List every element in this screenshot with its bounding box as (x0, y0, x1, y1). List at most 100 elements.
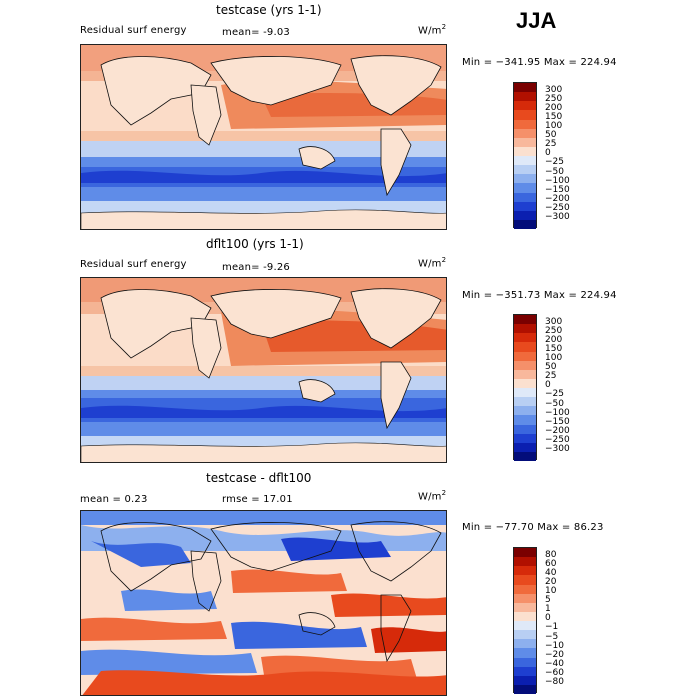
cbar-swatch (514, 210, 536, 220)
cbar-label: −25 (545, 389, 564, 399)
cbar-swatch (514, 451, 536, 461)
cbar-swatch (514, 557, 536, 567)
cbar-label: −100 (545, 408, 570, 418)
panel-2-units: W/m2 (418, 256, 447, 270)
cbar-label: −50 (545, 399, 564, 409)
cbar-label: 5 (545, 595, 551, 605)
panel-1-colorbar (513, 82, 537, 229)
panel-3-map-svg (81, 511, 446, 695)
panel-3-mean: mean = 0.23 (80, 494, 148, 505)
cbar-swatch (514, 324, 536, 334)
cbar-swatch (514, 219, 536, 229)
cbar-swatch (514, 378, 536, 388)
cbar-label: −10 (545, 641, 564, 651)
cbar-swatch (514, 397, 536, 407)
panel-1-minmax: Min = −341.95 Max = 224.94 (462, 57, 617, 68)
cbar-label: −80 (545, 677, 564, 687)
cbar-swatch (514, 119, 536, 129)
cbar-label: 150 (545, 344, 563, 354)
panel-3-title: testcase - dflt100 (206, 471, 312, 485)
cbar-label: 200 (545, 103, 563, 113)
cbar-swatch (514, 183, 536, 193)
cbar-label: 20 (545, 577, 557, 587)
cbar-swatch (514, 566, 536, 576)
cbar-swatch (514, 388, 536, 398)
cbar-swatch (514, 666, 536, 676)
cbar-label: 10 (545, 586, 557, 596)
cbar-label: −60 (545, 668, 564, 678)
cbar-label: −100 (545, 176, 570, 186)
cbar-swatch (514, 315, 536, 325)
panel-2-colorbar (513, 314, 537, 461)
cbar-label: −300 (545, 444, 570, 454)
cbar-swatch (514, 657, 536, 667)
cbar-swatch (514, 360, 536, 370)
cbar-label: 300 (545, 85, 563, 95)
cbar-swatch (514, 424, 536, 434)
cbar-swatch (514, 342, 536, 352)
cbar-swatch (514, 602, 536, 612)
panel-1-map-svg (81, 45, 446, 229)
cbar-label: −250 (545, 435, 570, 445)
cbar-label: 300 (545, 317, 563, 327)
panel-1-mean: mean= -9.03 (222, 27, 290, 38)
cbar-swatch (514, 548, 536, 558)
cbar-swatch (514, 433, 536, 443)
cbar-swatch (514, 156, 536, 166)
cbar-label: 0 (545, 380, 551, 390)
cbar-swatch (514, 442, 536, 452)
cbar-swatch (514, 128, 536, 138)
cbar-label: −150 (545, 185, 570, 195)
cbar-swatch (514, 351, 536, 361)
cbar-swatch (514, 648, 536, 658)
cbar-swatch (514, 92, 536, 102)
panel-3-map (80, 510, 447, 696)
cbar-label: 100 (545, 353, 563, 363)
season-label: JJA (516, 8, 557, 33)
cbar-label: −5 (545, 632, 559, 642)
cbar-swatch (514, 174, 536, 184)
cbar-label: −50 (545, 167, 564, 177)
cbar-label: 50 (545, 130, 557, 140)
cbar-swatch (514, 406, 536, 416)
cbar-swatch (514, 192, 536, 202)
cbar-label: 25 (545, 371, 557, 381)
cbar-label: 40 (545, 568, 557, 578)
panel-2-map-svg (81, 278, 446, 462)
panel-3-colorbar (513, 547, 537, 694)
cbar-swatch (514, 593, 536, 603)
cbar-label: −1 (545, 622, 559, 632)
panel-2-mean: mean= -9.26 (222, 262, 290, 273)
panel-1-map (80, 44, 447, 230)
cbar-swatch (514, 369, 536, 379)
cbar-label: 80 (545, 550, 557, 560)
cbar-label: −200 (545, 426, 570, 436)
cbar-label: −200 (545, 194, 570, 204)
cbar-label: −300 (545, 212, 570, 222)
cbar-swatch (514, 621, 536, 631)
cbar-label: −150 (545, 417, 570, 427)
cbar-swatch (514, 415, 536, 425)
cbar-swatch (514, 101, 536, 111)
cbar-swatch (514, 575, 536, 585)
cbar-swatch (514, 611, 536, 621)
cbar-swatch (514, 165, 536, 175)
cbar-swatch (514, 137, 536, 147)
cbar-swatch (514, 630, 536, 640)
cbar-label: 250 (545, 326, 563, 336)
panel-3-rmse: rmse = 17.01 (222, 494, 293, 505)
cbar-label: 0 (545, 148, 551, 158)
cbar-label: −40 (545, 659, 564, 669)
cbar-swatch (514, 146, 536, 156)
cbar-label: −250 (545, 203, 570, 213)
cbar-swatch (514, 584, 536, 594)
cbar-label: 25 (545, 139, 557, 149)
cbar-label: 1 (545, 604, 551, 614)
cbar-swatch (514, 675, 536, 685)
cbar-label: −25 (545, 157, 564, 167)
cbar-swatch (514, 83, 536, 93)
cbar-label: 50 (545, 362, 557, 372)
cbar-label: 0 (545, 613, 551, 623)
panel-2-map (80, 277, 447, 463)
panel-2-minmax: Min = −351.73 Max = 224.94 (462, 290, 617, 301)
